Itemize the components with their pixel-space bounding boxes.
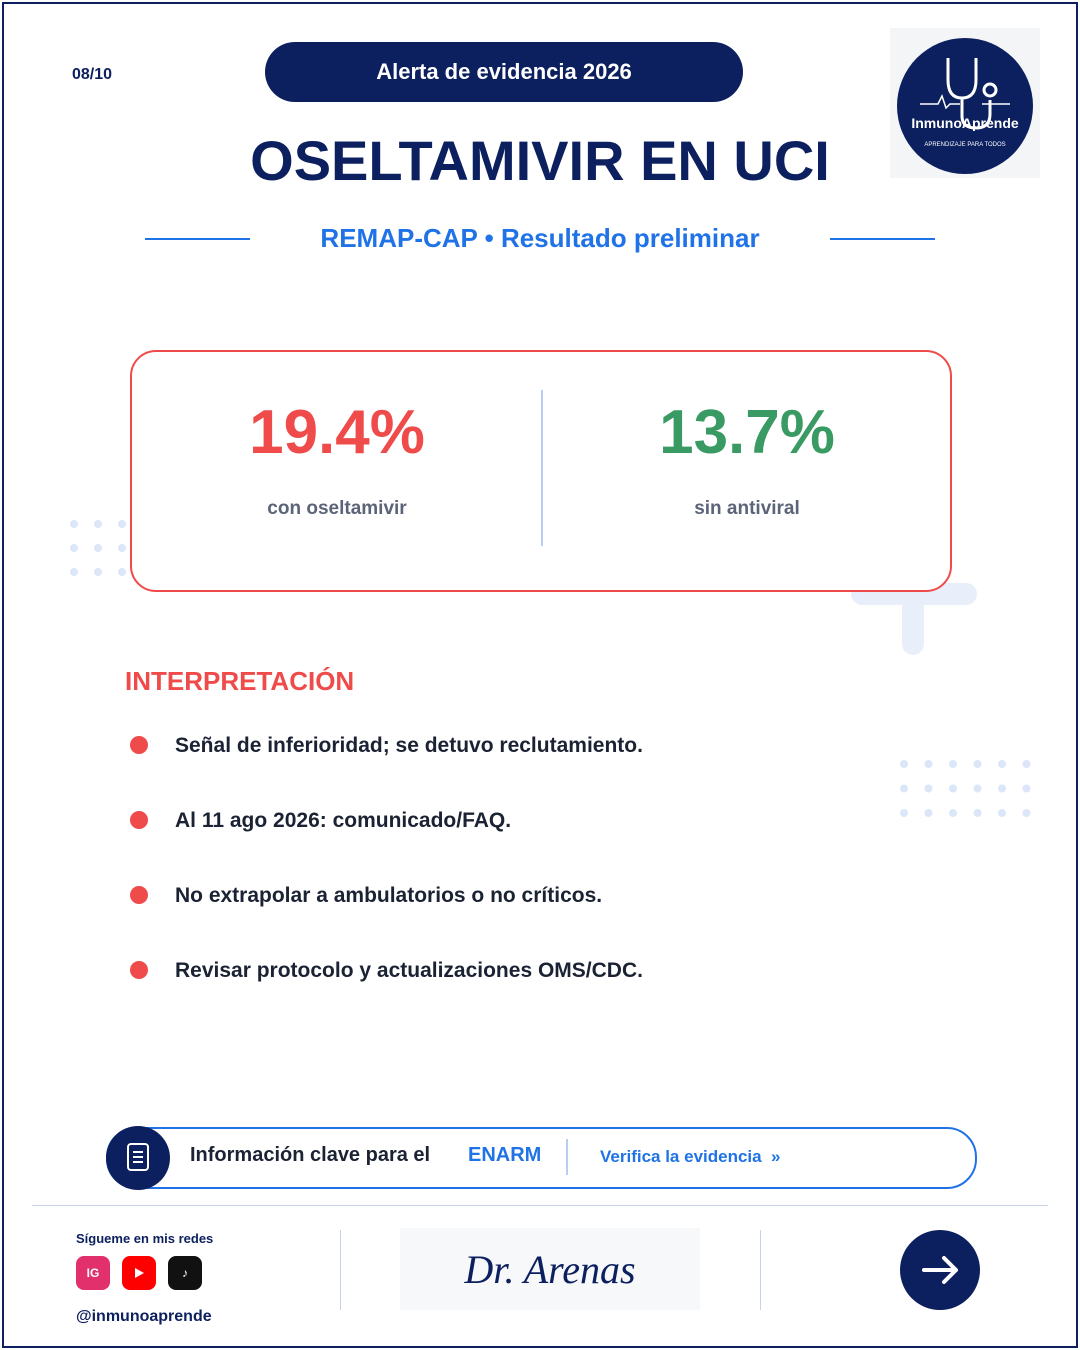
badge: Alerta de evidencia 2026 <box>265 42 743 102</box>
stat: 13.7% sin antiviral <box>542 397 952 520</box>
dot <box>1022 809 1031 817</box>
dot <box>900 784 908 793</box>
logo-tagline: APRENDIZAJE PARA TODOS <box>924 142 1005 148</box>
dot <box>94 568 102 576</box>
follow-text: Sígueme en mis redes <box>76 1231 214 1246</box>
dot <box>998 809 1006 817</box>
logo-name: InmunoAprende <box>911 115 1019 131</box>
dot <box>70 568 78 576</box>
dot <box>1022 784 1031 793</box>
next-button[interactable] <box>900 1230 980 1310</box>
stat: 19.4% con oseltamivir <box>132 397 542 520</box>
dot <box>949 760 957 768</box>
title: OSELTAMIVIR EN UCI <box>250 129 830 192</box>
separator <box>760 1230 761 1310</box>
dot <box>998 760 1006 768</box>
divider <box>541 390 543 546</box>
logo: InmunoAprende APRENDIZAJE PARA TODOS <box>890 28 1040 178</box>
banner-text: Información clave para el <box>190 1144 431 1166</box>
dot <box>924 760 933 768</box>
rule <box>830 238 935 240</box>
dot <box>924 784 933 793</box>
dot <box>70 520 78 528</box>
dot <box>118 520 126 528</box>
dot <box>924 809 933 817</box>
interpretation-item: Señal de inferioridad; se detuvo recluta… <box>175 734 643 757</box>
bullet <box>130 811 148 829</box>
interpretation-item: No extrapolar a ambulatorios o no crític… <box>175 884 603 907</box>
bullet <box>130 961 148 979</box>
rule <box>145 238 250 240</box>
bullet <box>130 736 148 754</box>
stat-value: 19.4% <box>249 398 425 467</box>
logo-graphic: InmunoAprende APRENDIZAJE PARA TODOS <box>897 38 1033 174</box>
dot <box>900 809 908 817</box>
stats-card: 19.4% con oseltamivir 13.7% sin antivira… <box>130 350 952 592</box>
dot <box>118 544 126 552</box>
dot <box>949 809 957 817</box>
dot <box>998 784 1006 793</box>
youtube-icon[interactable] <box>122 1256 156 1290</box>
dot <box>973 809 982 817</box>
dot <box>973 784 982 793</box>
dot <box>70 544 78 552</box>
dot <box>949 784 957 793</box>
dot <box>973 760 982 768</box>
interpretation-item: Revisar protocolo y actualizaciones OMS/… <box>175 959 643 982</box>
subtitle: REMAP-CAP • Resultado preliminar <box>320 223 760 253</box>
dot <box>94 544 102 552</box>
dot <box>1022 760 1031 768</box>
banner: Información clave para el ENARM Verifica… <box>106 1127 977 1189</box>
tiktok-icon[interactable]: ♪ <box>168 1256 202 1290</box>
dot <box>118 568 126 576</box>
banner-icon <box>106 1126 170 1190</box>
bullet <box>130 886 148 904</box>
banner-link[interactable]: Verifica la evidencia » <box>600 1147 781 1166</box>
stat-value: 13.7% <box>659 398 835 467</box>
handle: @inmunoaprende <box>76 1308 212 1325</box>
page-number: 08/10 <box>72 66 113 83</box>
interpretation-item: Al 11 ago 2026: comunicado/FAQ. <box>175 809 512 832</box>
instagram-icon[interactable]: IG <box>76 1256 110 1290</box>
footer-rule <box>32 1205 1048 1206</box>
separator <box>340 1230 341 1310</box>
stat-label: sin antiviral <box>694 498 800 519</box>
divider <box>566 1139 568 1175</box>
banner-highlight: ENARM <box>468 1144 542 1166</box>
stat-label: con oseltamivir <box>267 498 407 519</box>
dot <box>94 520 102 528</box>
section-heading: INTERPRETACIÓN <box>125 666 355 696</box>
signature: Dr. Arenas <box>400 1228 700 1310</box>
dot <box>900 760 908 768</box>
